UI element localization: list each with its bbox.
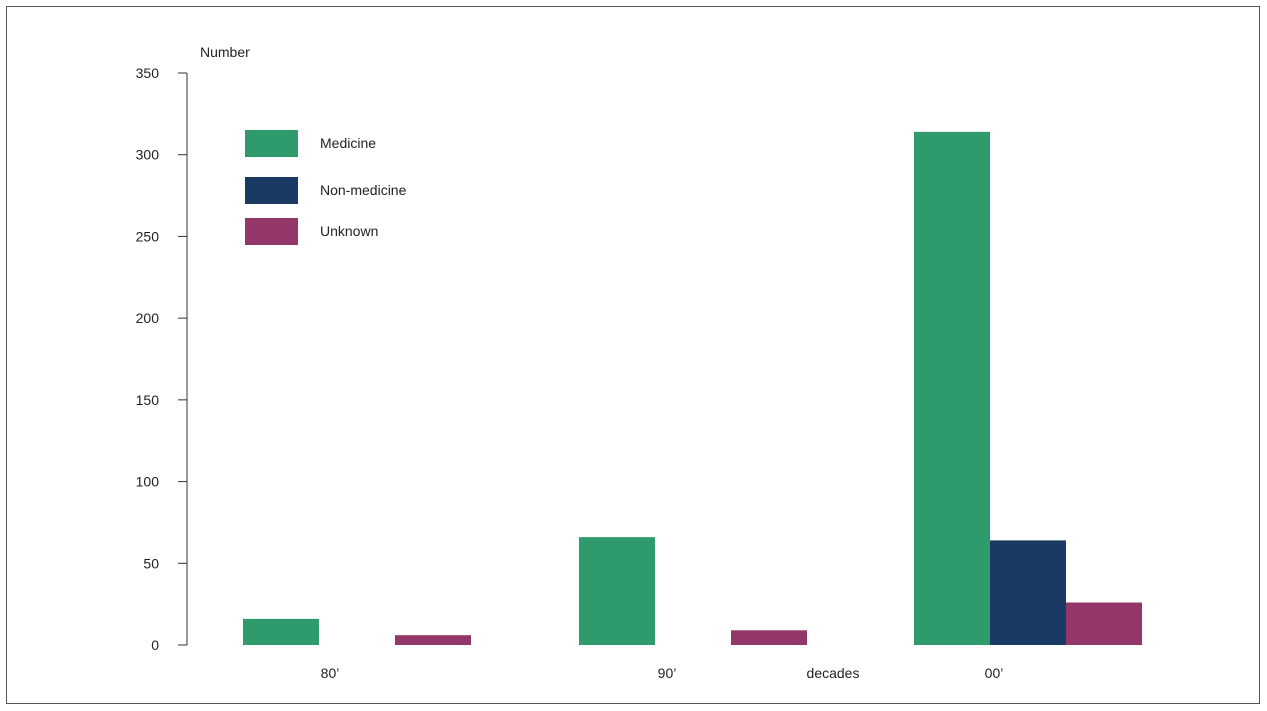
bar-unknown-3	[1066, 602, 1142, 645]
y-tick-label: 150	[136, 392, 160, 408]
legend-label-medicine: Medicine	[320, 135, 376, 151]
bar-medicine-3	[914, 131, 990, 645]
y-axis-ticks: 0 50 100 150 200 250 300 350	[136, 65, 187, 653]
y-axis-title: Number	[200, 44, 250, 60]
legend-label-unknown: Unknown	[320, 223, 378, 239]
chart-axes: Number decades	[186, 44, 860, 681]
bar-non-medicine-3	[990, 540, 1066, 645]
y-tick-label: 300	[136, 147, 160, 163]
x-tick-label: 80’	[321, 665, 340, 681]
legend-label-non-medicine: Non-medicine	[320, 182, 407, 198]
bar-unknown-2	[731, 630, 807, 645]
x-tick-label: 00’	[985, 665, 1004, 681]
legend-swatch-unknown	[245, 218, 298, 245]
x-axis-title: decades	[807, 665, 860, 681]
x-tick-label: 90’	[658, 665, 677, 681]
bars	[243, 131, 1142, 645]
y-tick-label: 200	[136, 310, 160, 326]
legend: Medicine Non-medicine Unknown	[245, 130, 407, 245]
bar-medicine-1	[243, 618, 319, 645]
y-tick-label: 50	[143, 555, 159, 571]
legend-swatch-medicine	[245, 130, 298, 157]
y-tick-label: 0	[151, 637, 159, 653]
x-axis-tick-labels: 80’ 90’ 00’	[321, 665, 1004, 681]
legend-swatch-non-medicine	[245, 177, 298, 204]
bar-medicine-2	[579, 537, 655, 645]
y-tick-label: 250	[136, 228, 160, 244]
y-tick-label: 350	[136, 65, 160, 81]
y-tick-label: 100	[136, 474, 160, 490]
bar-unknown-1	[395, 635, 471, 645]
